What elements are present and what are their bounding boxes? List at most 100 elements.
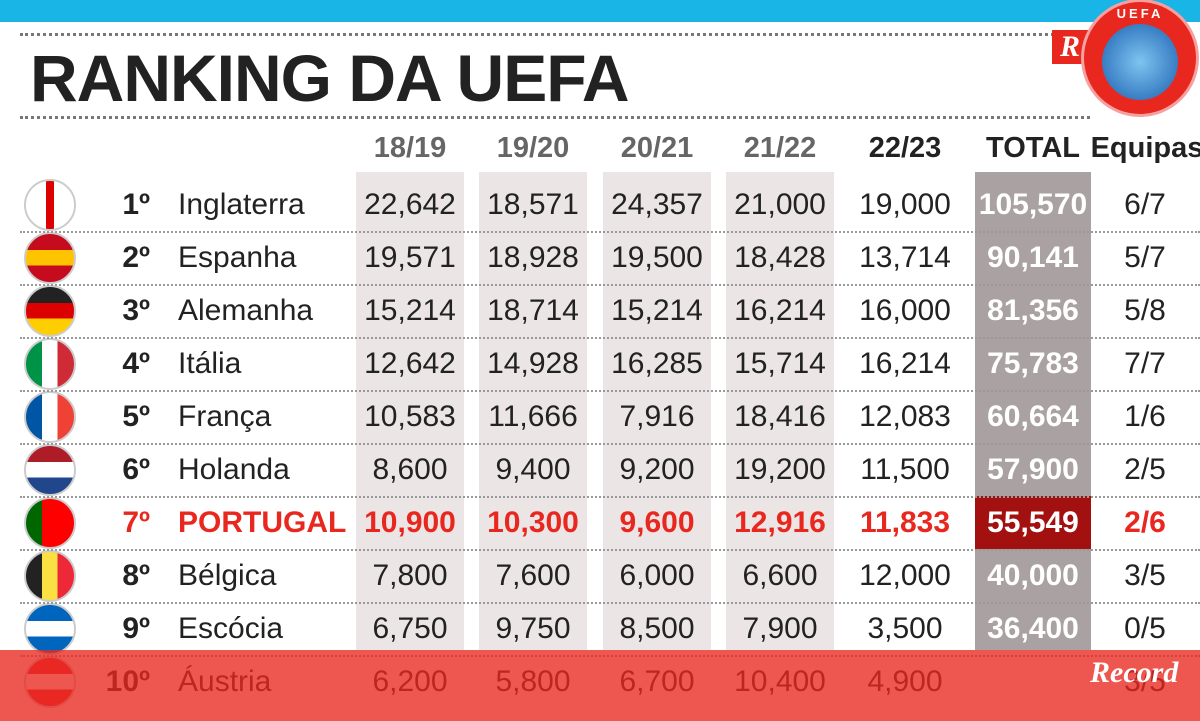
flag — [24, 550, 76, 602]
country: Escócia — [178, 612, 284, 645]
value: 24,357 — [611, 188, 703, 221]
teams: 1/6 — [1124, 400, 1166, 433]
footer-band — [0, 650, 1200, 721]
value: 18,928 — [487, 241, 579, 274]
rank: 7º — [122, 506, 150, 539]
total: 60,664 — [987, 400, 1079, 433]
flag — [24, 232, 76, 284]
value: 7,600 — [495, 559, 571, 592]
value: 15,214 — [364, 294, 456, 327]
title: RANKING DA UEFA — [30, 41, 630, 115]
row-separator — [20, 231, 1200, 233]
total: 36,400 — [987, 612, 1079, 645]
country: Itália — [178, 347, 242, 380]
value: 18,714 — [487, 294, 579, 327]
value: 11,666 — [488, 400, 578, 433]
flag — [24, 285, 76, 337]
value: 7,800 — [372, 559, 448, 592]
total-shade — [975, 172, 1091, 650]
total: 75,783 — [987, 347, 1079, 380]
row-separator — [20, 337, 1200, 339]
column-header: 20/21 — [620, 132, 694, 164]
row-separator — [20, 549, 1200, 551]
footer-brand: Record — [1090, 656, 1179, 689]
column-header: TOTAL — [986, 132, 1080, 164]
value: 21,000 — [734, 188, 826, 221]
value: 18,416 — [734, 400, 826, 433]
value: 10,900 — [364, 506, 456, 539]
flag — [24, 444, 76, 496]
flag — [24, 391, 76, 443]
column-header: 21/22 — [743, 132, 817, 164]
total: 105,570 — [978, 188, 1088, 221]
country: Inglaterra — [178, 188, 305, 221]
row-separator — [20, 284, 1200, 286]
teams: 5/8 — [1124, 294, 1166, 327]
rank: 8º — [122, 559, 150, 592]
value: 12,083 — [859, 400, 951, 433]
value: 8,500 — [619, 612, 695, 645]
teams: 0/5 — [1124, 612, 1166, 645]
country: França — [178, 400, 272, 433]
column-header: 22/23 — [868, 132, 942, 164]
row-separator — [20, 496, 1200, 498]
value: 16,285 — [611, 347, 703, 380]
country: Bélgica — [178, 559, 277, 592]
country: Alemanha — [178, 294, 314, 327]
divider — [20, 33, 1090, 36]
logo-text: UEFA — [1116, 6, 1164, 21]
divider — [20, 116, 1090, 119]
total: 40,000 — [987, 559, 1079, 592]
value: 18,428 — [734, 241, 826, 274]
teams: 3/5 — [1124, 559, 1166, 592]
value: 9,600 — [619, 506, 695, 539]
column-header: 19/20 — [496, 132, 570, 164]
value: 19,500 — [611, 241, 703, 274]
rank: 2º — [122, 241, 150, 274]
row-separator — [20, 602, 1200, 604]
total: 57,900 — [987, 453, 1079, 486]
value: 8,600 — [372, 453, 448, 486]
value: 10,300 — [487, 506, 579, 539]
logo-globe — [1102, 24, 1178, 100]
value: 16,000 — [859, 294, 951, 327]
value: 16,214 — [734, 294, 826, 327]
brand-badge: R — [1052, 30, 1088, 64]
value: 22,642 — [364, 188, 456, 221]
value: 11,833 — [859, 506, 951, 539]
value: 19,571 — [364, 241, 456, 274]
flag — [24, 338, 76, 390]
country: Holanda — [178, 453, 290, 486]
column-shade — [726, 172, 834, 650]
column-header: Equipas — [1090, 132, 1200, 164]
teams: 7/7 — [1124, 347, 1166, 380]
value: 10,583 — [364, 400, 456, 433]
flag — [24, 497, 76, 549]
teams: 2/5 — [1124, 453, 1166, 486]
value: 19,200 — [734, 453, 826, 486]
column-shade — [356, 172, 464, 650]
rank: 5º — [122, 400, 150, 433]
column-header: 18/19 — [373, 132, 447, 164]
column-shade — [603, 172, 711, 650]
rank: 1º — [122, 188, 150, 221]
value: 11,500 — [860, 453, 950, 486]
total: 90,141 — [987, 241, 1079, 274]
total: 81,356 — [987, 294, 1079, 327]
value: 6,750 — [372, 612, 448, 645]
country: Espanha — [178, 241, 297, 274]
rank: 6º — [122, 453, 150, 486]
value: 15,214 — [611, 294, 703, 327]
value: 7,900 — [742, 612, 818, 645]
flag — [24, 179, 76, 231]
value: 15,714 — [734, 347, 826, 380]
value: 7,916 — [619, 400, 695, 433]
value: 16,214 — [859, 347, 951, 380]
value: 13,714 — [859, 241, 951, 274]
uefa-logo: UEFA — [1084, 2, 1196, 114]
row-separator — [20, 390, 1200, 392]
value: 3,500 — [867, 612, 943, 645]
value: 9,750 — [495, 612, 571, 645]
value: 14,928 — [487, 347, 579, 380]
